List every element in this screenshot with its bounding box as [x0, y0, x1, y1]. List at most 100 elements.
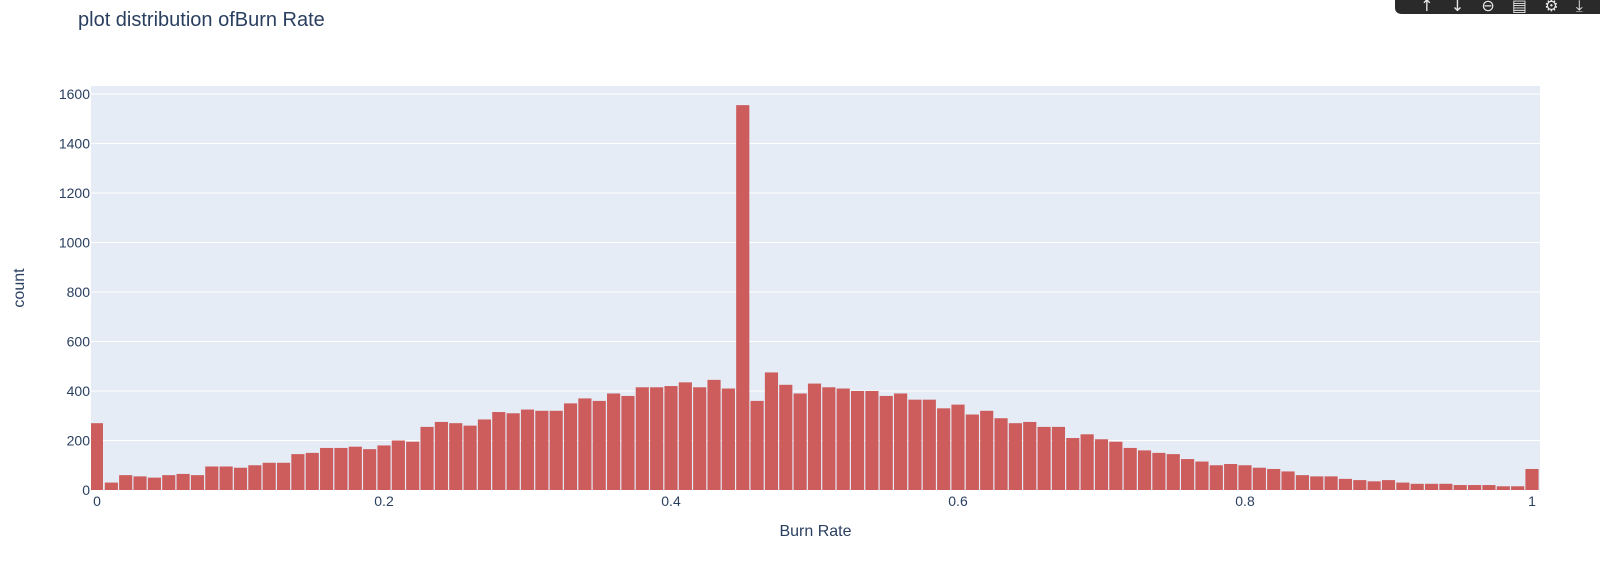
bars [91, 105, 1539, 490]
y-tick-label: 1600 [59, 86, 90, 102]
arrow-down-icon[interactable]: ↓ [1450, 0, 1465, 15]
y-axis-title: count [11, 268, 28, 308]
histogram-bar [492, 412, 506, 490]
histogram-bar [822, 387, 836, 490]
histogram-bar [980, 410, 994, 490]
histogram-bar [449, 423, 463, 490]
histogram-bar [1094, 439, 1109, 490]
histogram-bar [1238, 465, 1252, 490]
y-tick-label: 1000 [59, 235, 90, 251]
histogram-bar [779, 384, 793, 490]
histogram-bar [190, 475, 205, 490]
arrow-up-icon[interactable]: ↑ [1420, 0, 1434, 15]
histogram-bar [205, 466, 219, 490]
histogram-bar [707, 379, 721, 490]
histogram-bar [1137, 450, 1152, 490]
histogram-bar [348, 446, 362, 490]
histogram-bar [1152, 452, 1166, 490]
y-tick-label: 0 [82, 482, 90, 498]
histogram-bar [578, 398, 592, 490]
histogram-bar [721, 388, 735, 490]
gear-icon[interactable]: ⚙ [1544, 0, 1559, 15]
histogram-bar [951, 404, 965, 490]
histogram-bar [793, 393, 807, 490]
histogram-bar [1439, 483, 1453, 490]
histogram-bar [1080, 434, 1094, 490]
histogram-bar [994, 418, 1008, 490]
histogram-bar [678, 382, 692, 490]
histogram-bar [1525, 468, 1539, 490]
histogram-bar [1166, 454, 1180, 490]
histogram-bar [1396, 482, 1410, 490]
histogram-bar [1123, 447, 1137, 490]
histogram-bar [233, 467, 248, 490]
histogram-bar [1209, 465, 1223, 490]
y-tick-label: 1200 [59, 185, 90, 201]
histogram-bar [908, 399, 922, 490]
histogram-bar [176, 473, 190, 490]
histogram-bar [1381, 480, 1396, 490]
histogram-bar [434, 421, 448, 490]
x-tick-label: 0.6 [948, 493, 968, 509]
histogram-bar [1310, 476, 1324, 490]
y-tick-label: 400 [67, 383, 91, 399]
histogram-bar [664, 386, 678, 490]
histogram-bar [607, 393, 621, 490]
histogram-bar [162, 475, 176, 490]
histogram-bar [635, 387, 649, 490]
histogram-bar [305, 452, 319, 490]
x-tick-label: 0 [93, 493, 101, 509]
histogram-bar [937, 408, 951, 490]
histogram-bar [520, 409, 535, 490]
x-axis-title: Burn Rate [779, 523, 851, 540]
histogram-bar [104, 482, 118, 490]
x-tick-label: 1 [1528, 493, 1536, 509]
y-tick-label: 200 [67, 433, 91, 449]
histogram-bar [334, 447, 348, 490]
histogram-bar [807, 383, 822, 490]
histogram-bar [894, 393, 908, 490]
histogram-bar [850, 391, 865, 490]
histogram-bar [563, 403, 578, 490]
histogram-bar [879, 395, 893, 490]
histogram-bar [276, 462, 291, 490]
histogram-bar [1037, 426, 1051, 490]
histogram-bar [764, 372, 779, 490]
histogram-bar [1353, 480, 1367, 490]
histogram-bar [1023, 421, 1037, 490]
histogram-bar [91, 423, 103, 490]
y-tick-labels: 0 200 400 600 800 1000 1200 1400 1600 [59, 86, 90, 498]
y-tick-label: 600 [67, 334, 91, 350]
histogram-bar [133, 476, 147, 490]
histogram-bar [650, 387, 664, 490]
y-tick-label: 1400 [59, 136, 90, 152]
histogram-bar [262, 462, 276, 490]
histogram-bar [535, 410, 549, 490]
histogram-bar [1482, 485, 1496, 490]
histogram-bar [377, 445, 391, 490]
histogram-bar [406, 441, 420, 490]
histogram-bar [1511, 486, 1525, 490]
histogram-bar [750, 400, 764, 490]
export-icon[interactable]: ⤓ [1575, 0, 1583, 15]
x-tick-label: 0.2 [374, 493, 394, 509]
histogram-bar [320, 447, 334, 490]
histogram-bar [219, 466, 233, 490]
histogram-bar [1066, 438, 1080, 490]
histogram-bar [248, 465, 262, 490]
histogram-bar [1496, 486, 1510, 490]
histogram-bar [1410, 483, 1424, 490]
histogram-bar [463, 425, 477, 490]
y-tick-label: 800 [67, 284, 91, 300]
histogram-bar [1051, 426, 1066, 490]
chart-title: plot distribution ofBurn Rate [78, 9, 325, 31]
histogram-bar [391, 440, 405, 490]
histogram-bar [1424, 483, 1439, 490]
document-icon[interactable]: ▤ [1511, 0, 1528, 15]
histogram-bar [1224, 464, 1238, 490]
histogram-bar [922, 399, 936, 490]
histogram-bar [621, 395, 635, 490]
histogram-bar [1267, 468, 1281, 490]
histogram-bar [1252, 467, 1266, 490]
link-icon[interactable]: ⊖ [1481, 0, 1495, 15]
